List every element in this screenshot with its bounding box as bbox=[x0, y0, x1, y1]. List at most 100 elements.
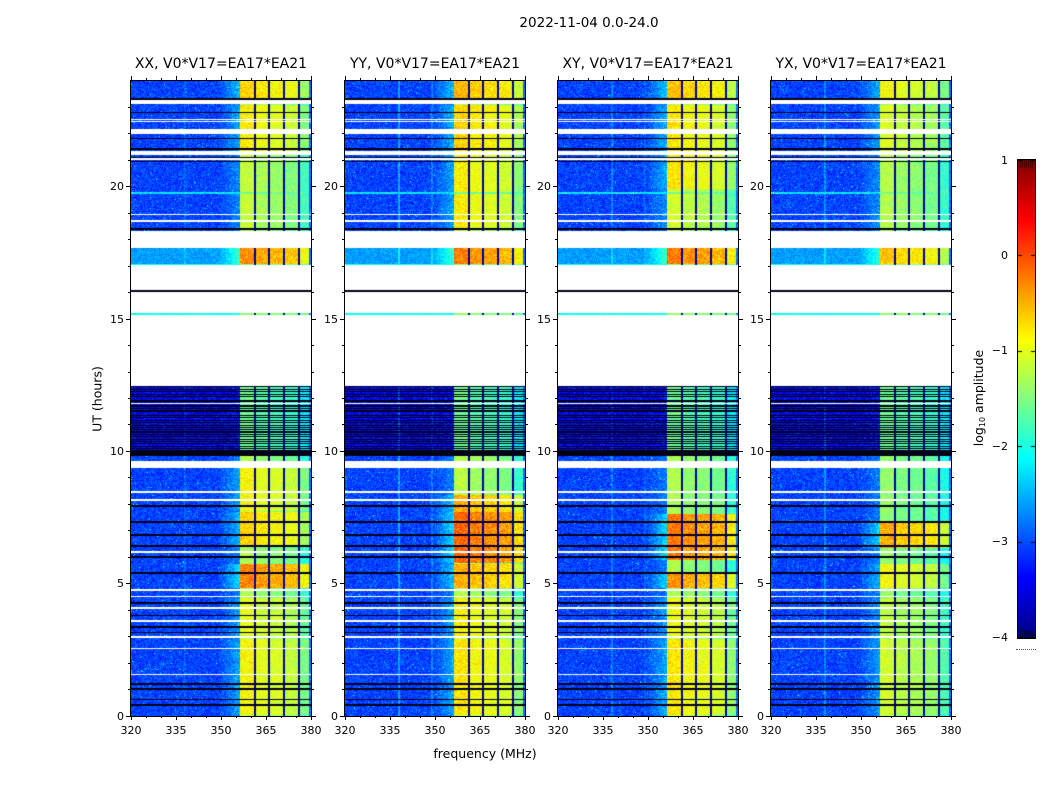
colorbar-tick-label: −2 bbox=[991, 440, 1008, 453]
y-minor-tick bbox=[128, 556, 130, 558]
x-tick-label: 380 bbox=[727, 724, 749, 737]
x-tick-label: 320 bbox=[547, 724, 569, 737]
y-tick bbox=[952, 715, 956, 717]
y-tick-label: 15 bbox=[324, 313, 338, 326]
x-minor-tick bbox=[846, 716, 847, 718]
y-minor-tick bbox=[768, 530, 770, 532]
y-minor-tick bbox=[768, 556, 770, 558]
x-minor-tick bbox=[146, 716, 147, 718]
y-minor-tick bbox=[342, 424, 344, 426]
colorbar-label: log10 amplitude bbox=[971, 350, 987, 446]
y-tick-label: 15 bbox=[750, 313, 764, 326]
y-minor-tick bbox=[526, 239, 528, 241]
x-minor-tick bbox=[633, 78, 634, 80]
y-tick bbox=[312, 318, 316, 320]
y-tick bbox=[526, 715, 530, 717]
y-minor-tick bbox=[555, 345, 557, 347]
x-minor-tick bbox=[281, 78, 282, 80]
y-minor-tick bbox=[768, 265, 770, 267]
x-minor-tick bbox=[723, 716, 724, 718]
x-minor-tick bbox=[510, 78, 511, 80]
y-minor-tick bbox=[952, 424, 954, 426]
x-tick bbox=[525, 76, 526, 80]
panel-title-yx: YX, V0*V17=EA17*EA21 bbox=[775, 56, 947, 72]
y-minor-tick bbox=[526, 371, 528, 373]
x-minor-tick bbox=[296, 716, 297, 718]
y-minor-tick bbox=[768, 133, 770, 135]
x-tick bbox=[816, 76, 817, 80]
y-tick bbox=[766, 583, 770, 585]
y-minor-tick bbox=[555, 133, 557, 135]
x-minor-tick bbox=[921, 78, 922, 80]
y-minor-tick bbox=[312, 133, 314, 135]
x-tick bbox=[771, 716, 772, 720]
y-minor-tick bbox=[768, 371, 770, 373]
x-tick bbox=[738, 716, 739, 720]
colorbar-tick-label: 1 bbox=[1001, 154, 1008, 167]
y-minor-tick bbox=[312, 212, 314, 214]
y-minor-tick bbox=[342, 662, 344, 664]
x-tick bbox=[266, 76, 267, 80]
y-minor-tick bbox=[739, 265, 741, 267]
y-tick bbox=[340, 186, 344, 188]
y-tick bbox=[526, 318, 530, 320]
x-tick-label: 365 bbox=[682, 724, 704, 737]
y-minor-tick bbox=[739, 689, 741, 691]
y-tick bbox=[312, 186, 316, 188]
y-minor-tick bbox=[128, 159, 130, 161]
y-minor-tick bbox=[312, 503, 314, 505]
x-tick-label: 365 bbox=[895, 724, 917, 737]
y-minor-tick bbox=[312, 106, 314, 108]
y-minor-tick bbox=[526, 398, 528, 399]
colorbar-label-amp: amplitude bbox=[971, 349, 986, 417]
x-minor-tick bbox=[588, 716, 589, 718]
y-minor-tick bbox=[739, 371, 741, 373]
x-minor-tick bbox=[936, 716, 937, 718]
y-minor-tick bbox=[526, 689, 528, 691]
y-minor-tick bbox=[312, 424, 314, 426]
x-minor-tick bbox=[831, 78, 832, 80]
y-minor-tick bbox=[312, 265, 314, 267]
x-minor-tick bbox=[191, 78, 192, 80]
x-tick bbox=[176, 716, 177, 720]
y-minor-tick bbox=[739, 106, 741, 108]
x-tick-label: 335 bbox=[379, 724, 401, 737]
y-minor-tick bbox=[555, 265, 557, 267]
panel-title-xx: XX, V0*V17=EA17*EA21 bbox=[134, 56, 308, 72]
x-minor-tick bbox=[465, 78, 466, 80]
x-tick bbox=[648, 76, 649, 80]
x-tick bbox=[861, 716, 862, 720]
y-minor-tick bbox=[739, 212, 741, 214]
y-minor-tick bbox=[952, 556, 954, 558]
x-minor-tick bbox=[891, 78, 892, 80]
y-tick bbox=[526, 583, 530, 585]
y-minor-tick bbox=[555, 212, 557, 214]
y-minor-tick bbox=[342, 133, 344, 135]
y-minor-tick bbox=[952, 609, 954, 611]
x-minor-tick bbox=[831, 716, 832, 718]
y-tick-label: 15 bbox=[110, 313, 124, 326]
y-minor-tick bbox=[526, 265, 528, 267]
y-minor-tick bbox=[342, 239, 344, 241]
y-minor-tick bbox=[555, 662, 557, 664]
y-minor-tick bbox=[768, 159, 770, 161]
y-minor-tick bbox=[768, 609, 770, 611]
x-tick-label: 350 bbox=[637, 724, 659, 737]
y-minor-tick bbox=[555, 609, 557, 611]
y-tick bbox=[766, 318, 770, 320]
x-minor-tick bbox=[801, 78, 802, 80]
x-minor-tick bbox=[573, 716, 574, 718]
x-tick bbox=[906, 716, 907, 720]
x-minor-tick bbox=[161, 78, 162, 80]
y-minor-tick bbox=[312, 345, 314, 347]
y-minor-tick bbox=[555, 636, 557, 638]
y-minor-tick bbox=[312, 609, 314, 611]
y-minor-tick bbox=[768, 424, 770, 426]
y-tick bbox=[553, 318, 557, 320]
y-tick bbox=[126, 715, 130, 717]
y-minor-tick bbox=[128, 398, 130, 399]
x-tick bbox=[558, 716, 559, 720]
y-tick-label: 15 bbox=[537, 313, 551, 326]
y-minor-tick bbox=[128, 503, 130, 505]
y-minor-tick bbox=[342, 371, 344, 373]
